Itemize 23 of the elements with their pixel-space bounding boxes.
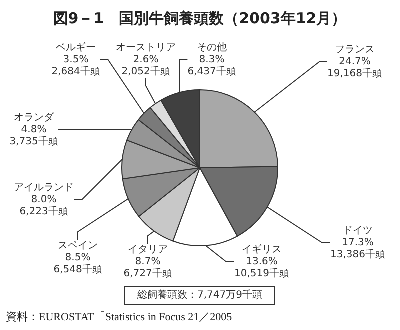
slice-label: オーストリア bbox=[116, 42, 176, 54]
slice-label: ベルギー bbox=[56, 42, 96, 54]
data-label: 8.7% 6,727千頭 bbox=[124, 256, 172, 280]
text: 資料：EUROSTAT「Statistics in Focus 21／2005」 bbox=[6, 310, 244, 324]
text: 総飼養頭数：7,747万9千頭 bbox=[136, 289, 262, 301]
data-label: 2.6% 2,052千頭 bbox=[122, 54, 170, 78]
slice-label: オランダ bbox=[14, 112, 55, 124]
slice-label: ドイツ bbox=[343, 226, 373, 236]
slice-label: その他 bbox=[197, 42, 227, 54]
slice-label: アイルランド bbox=[14, 182, 74, 194]
chart-title: 図9－1 国別牛飼養頭数（2003年12月） bbox=[53, 10, 347, 28]
slice-label: イタリア bbox=[128, 244, 168, 256]
data-label: 13.6% 10,519千頭 bbox=[234, 256, 290, 280]
data-label: 3.5% 2,684千頭 bbox=[52, 54, 100, 78]
data-label: 8.5% 6,548千頭 bbox=[54, 252, 102, 276]
data-label: 4.8% 3,735千頭 bbox=[10, 124, 58, 148]
slice-label: フランス bbox=[335, 44, 375, 56]
slice-label: イギリス bbox=[242, 244, 282, 256]
slice-label: スペイン bbox=[58, 240, 98, 252]
data-label: 8.0% 6,223千頭 bbox=[20, 194, 68, 218]
data-label: 24.7% 19,168千頭 bbox=[328, 56, 382, 80]
data-label: 8.3% 6,437千頭 bbox=[188, 54, 236, 78]
data-label: 17.3% 13,386千頭 bbox=[330, 238, 386, 260]
